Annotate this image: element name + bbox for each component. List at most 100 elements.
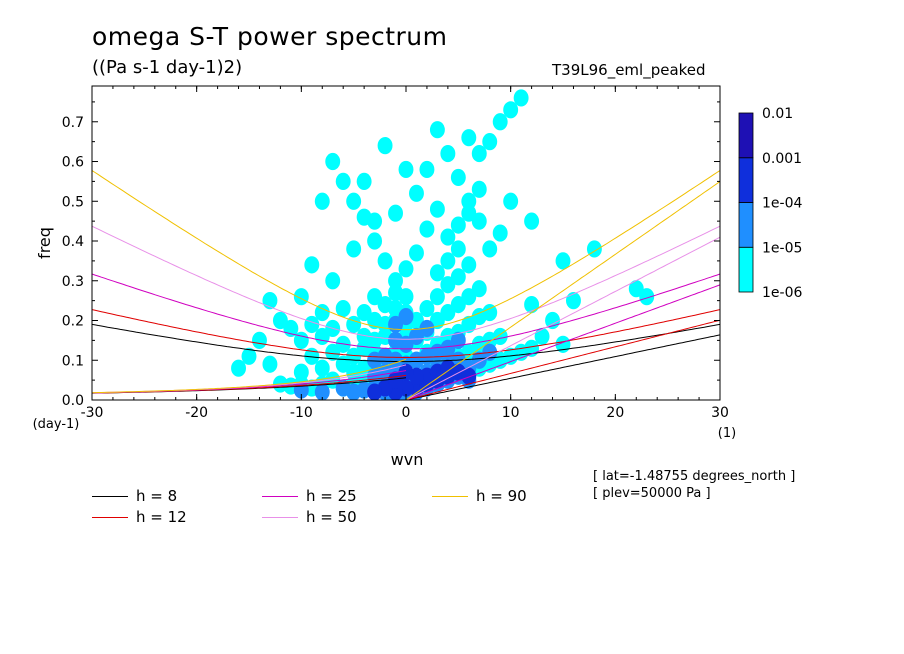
power-cell xyxy=(304,315,320,334)
power-cell xyxy=(325,152,341,171)
power-cell xyxy=(471,144,487,163)
power-cell xyxy=(429,264,445,282)
power-cell xyxy=(314,192,330,210)
power-cell xyxy=(272,311,288,330)
curve-ig-h12 xyxy=(92,309,720,358)
legend-swatch xyxy=(262,496,298,497)
power-cell xyxy=(534,327,550,345)
power-cell xyxy=(409,244,424,262)
power-cell xyxy=(429,200,445,218)
power-cell xyxy=(409,184,424,202)
power-cell xyxy=(293,331,309,349)
x-axis-label: wvn xyxy=(391,450,424,469)
power-cell xyxy=(335,172,351,190)
run-name: T39L96_eml_peaked xyxy=(552,61,706,79)
power-cell xyxy=(524,212,540,230)
power-cell xyxy=(482,133,498,151)
curve-mrg-h90 xyxy=(92,358,407,394)
power-cell xyxy=(398,307,414,326)
power-cell xyxy=(461,367,477,385)
x-tick-label: -10 xyxy=(290,405,313,421)
x-tick-label: 0 xyxy=(402,405,411,421)
power-cell xyxy=(471,212,487,230)
power-cell xyxy=(346,240,362,258)
curve-kelvin-h25 xyxy=(405,284,720,400)
power-cell xyxy=(262,355,278,373)
x-tick-label: 10 xyxy=(502,405,520,421)
power-cell xyxy=(471,280,487,298)
power-cell xyxy=(440,252,456,270)
power-cell xyxy=(398,160,414,179)
latitude-info: [ lat=-1.48755 degrees_north ] xyxy=(593,469,796,484)
power-cell xyxy=(367,288,383,306)
legend-item-h12: h = 12 xyxy=(92,508,187,526)
power-cell xyxy=(388,371,403,389)
power-contours xyxy=(231,89,655,400)
legend-swatch xyxy=(92,517,128,518)
power-cell xyxy=(388,204,403,222)
x-axis-ticks: -30 -20 -10 0 10 20 30 (1) wvn xyxy=(81,86,736,469)
power-cell xyxy=(482,303,498,322)
y-tick-label: 0.4 xyxy=(62,234,84,250)
power-cell xyxy=(314,303,330,322)
power-cell xyxy=(419,220,435,238)
power-cell xyxy=(367,383,383,400)
power-cell xyxy=(555,252,571,270)
y-tick-label: 0.1 xyxy=(62,353,84,369)
power-cell xyxy=(461,192,477,210)
curve-kelvin-h8 xyxy=(405,334,720,400)
power-cell xyxy=(377,137,393,155)
power-cell xyxy=(440,228,456,246)
power-cell xyxy=(492,113,508,131)
legend-label: h = 8 xyxy=(136,487,178,505)
x-unit-label: (1) xyxy=(718,426,736,441)
x-tick-label: -20 xyxy=(185,405,208,421)
curve-kelvin-h90 xyxy=(405,181,720,400)
power-cell xyxy=(524,296,540,314)
power-cell xyxy=(639,288,655,306)
legend-label: h = 12 xyxy=(136,508,187,526)
power-cell xyxy=(252,331,267,349)
curve-ig-h25 xyxy=(92,273,720,350)
power-cell xyxy=(346,192,362,210)
x-tick-label: 20 xyxy=(606,405,624,421)
legend-swatch xyxy=(432,496,468,497)
power-cell xyxy=(503,101,519,119)
dispersion-curves xyxy=(92,170,720,400)
curve-ig-h8 xyxy=(92,323,720,363)
power-cell xyxy=(586,240,602,258)
legend-swatch xyxy=(262,517,298,518)
legend-label: h = 50 xyxy=(306,508,357,526)
power-cell xyxy=(440,359,456,377)
y-tick-label: 0.7 xyxy=(62,115,84,131)
power-cell xyxy=(450,240,466,258)
y-tick-label: 0.6 xyxy=(62,155,84,171)
colorbar-label: 1e-05 xyxy=(762,240,802,256)
power-cell xyxy=(388,331,403,349)
power-cell xyxy=(419,299,435,318)
chart-units: ((Pa s-1 day-1)2) xyxy=(92,57,243,78)
power-cell xyxy=(367,351,383,369)
colorbar-label: 0.001 xyxy=(762,151,802,167)
power-cell xyxy=(429,288,445,306)
power-cell xyxy=(377,252,393,270)
power-cell xyxy=(513,89,529,107)
legend-item-h8: h = 8 xyxy=(92,487,177,505)
legend-item-h90: h = 90 xyxy=(432,487,527,505)
power-cell xyxy=(398,260,414,278)
colorbar: 1e-06 1e-05 1e-04 0.001 0.01 xyxy=(738,106,802,301)
power-cell xyxy=(398,288,414,306)
legend-label: h = 25 xyxy=(306,487,357,505)
power-cell xyxy=(314,383,330,400)
power-cell xyxy=(450,216,466,234)
power-cell xyxy=(492,224,508,242)
y-tick-label: 0.0 xyxy=(62,393,84,409)
curve-kelvin-h12 xyxy=(405,319,720,400)
colorbar-segment xyxy=(738,246,754,293)
power-cell xyxy=(503,192,519,210)
colorbar-segment xyxy=(738,112,754,159)
power-cell xyxy=(335,299,351,318)
power-cell xyxy=(346,315,362,334)
colorbar-segment xyxy=(738,202,754,248)
